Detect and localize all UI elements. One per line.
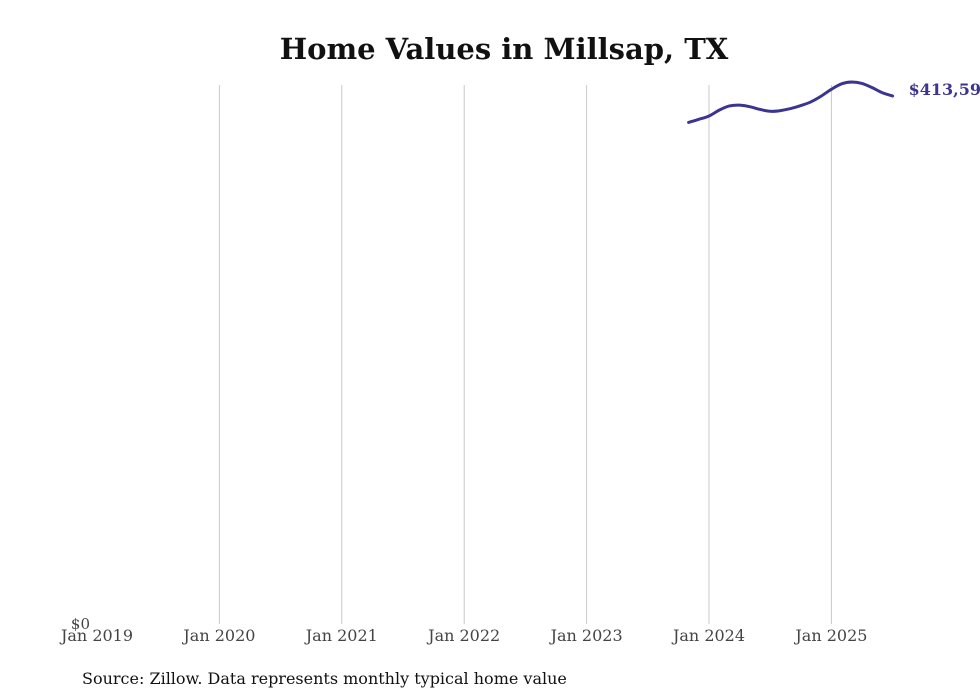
x-tick-label: Jan 2024 <box>671 626 745 645</box>
series-layer: $413,590 <box>687 80 980 124</box>
x-tick-label: Jan 2022 <box>426 626 500 645</box>
y-axis: $0 <box>71 615 90 633</box>
x-tick-label: Jan 2023 <box>549 626 623 645</box>
x-axis: Jan 2019 Jan 2020 Jan 2021 Jan 2022 Jan 2023… <box>59 626 867 645</box>
x-tick-label: Jan 2025 <box>793 626 867 645</box>
chart-source: Source: Zillow. Data represents monthly … <box>82 669 567 688</box>
series-line-0 <box>687 80 895 124</box>
x-tick-label: Jan 2020 <box>181 626 255 645</box>
y-tick-label: $0 <box>71 615 90 633</box>
x-tick-label: Jan 2019 <box>59 626 133 645</box>
x-tick-label: Jan 2021 <box>304 626 378 645</box>
chart-title: Home Values in Millsap, TX <box>280 32 729 66</box>
series-end-label: $413,590 <box>909 80 980 99</box>
gridlines <box>218 85 832 624</box>
